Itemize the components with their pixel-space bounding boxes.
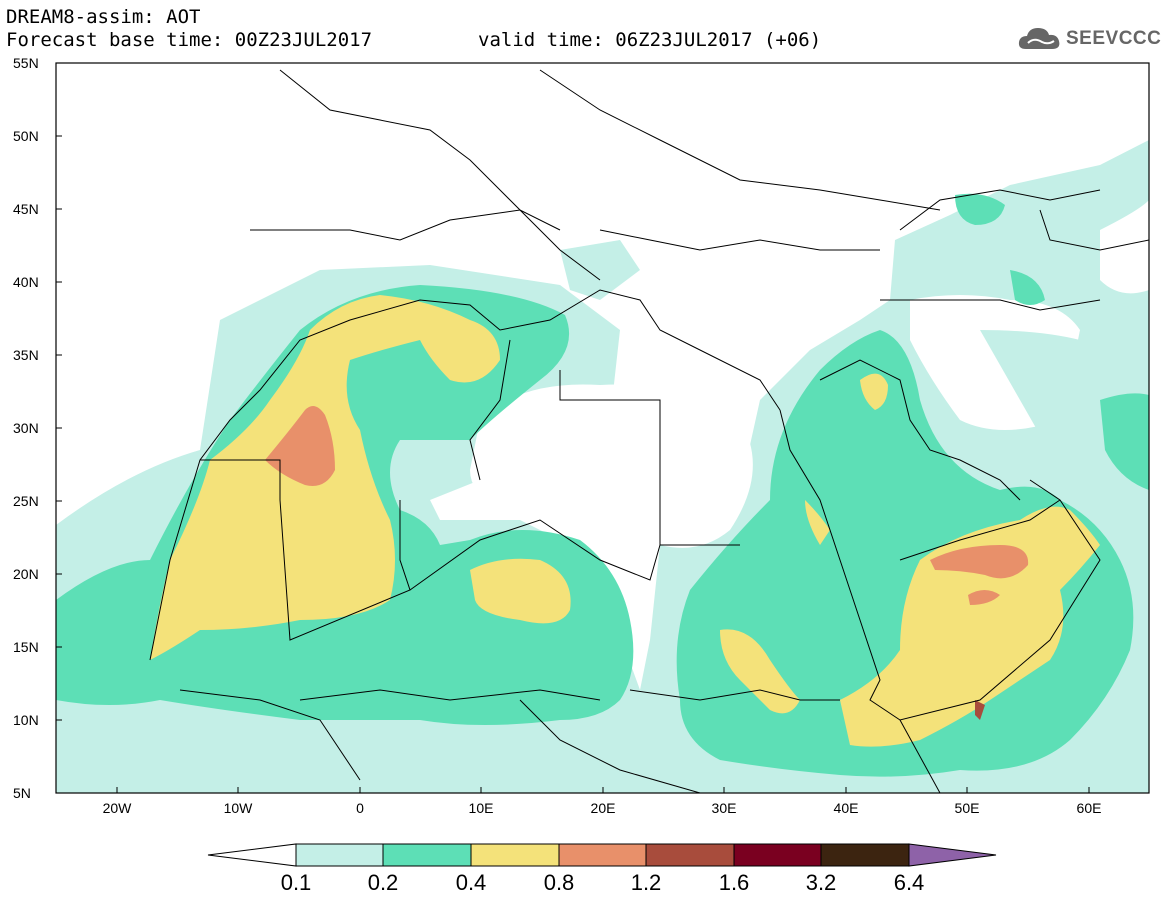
- colorbar: [207, 843, 997, 867]
- colorbar-bin-3: [470, 843, 560, 867]
- colorbar-bin-7: [820, 843, 910, 867]
- lon-label: 10W: [223, 800, 253, 816]
- lat-label: 5N: [13, 785, 31, 801]
- colorbar-bin-1: [295, 843, 384, 867]
- lon-label: 0: [356, 800, 364, 816]
- forecast-base-time: Forecast base time: 00Z23JUL2017: [6, 29, 373, 51]
- colorbar-label: 0.1: [280, 870, 312, 895]
- colorbar-bin-2: [382, 843, 472, 867]
- lon-label: 60E: [1076, 800, 1102, 816]
- logo-text: SEEVCCC: [1066, 28, 1162, 49]
- colorbar-label: 0.8: [543, 870, 575, 895]
- colorbar-label: 0.2: [367, 870, 399, 895]
- lat-label: 25N: [13, 493, 39, 509]
- lon-label: 20W: [102, 800, 132, 816]
- colorbar-under-arrow: [207, 843, 297, 867]
- lon-label: 10E: [468, 800, 494, 816]
- lat-label: 45N: [13, 201, 39, 217]
- lon-label: 20E: [590, 800, 616, 816]
- country-borders: [149, 69, 1149, 793]
- valid-time: valid time: 06Z23JUL2017 (+06): [478, 29, 822, 51]
- lat-label: 30N: [13, 420, 39, 436]
- lat-label: 10N: [13, 712, 39, 728]
- colorbar-label: 6.4: [893, 870, 925, 895]
- aot-layer-1.2: [975, 700, 985, 720]
- lat-label: 20N: [13, 566, 39, 582]
- axis-ticks: [56, 62, 1090, 793]
- lat-label: 15N: [13, 639, 39, 655]
- colorbar-label: 1.6: [718, 870, 750, 895]
- lat-label: 35N: [13, 347, 39, 363]
- colorbar-bin-6: [733, 843, 822, 867]
- lon-label: 50E: [954, 800, 980, 816]
- aot-field: [56, 63, 1149, 793]
- lon-label: 40E: [833, 800, 859, 816]
- lat-label: 50N: [13, 128, 39, 144]
- colorbar-over-arrow: [908, 843, 997, 867]
- colorbar-label: 0.4: [455, 870, 487, 895]
- cloud-icon: [1018, 28, 1060, 49]
- colorbar-bin-4: [558, 843, 647, 867]
- colorbar-bin-5: [645, 843, 735, 867]
- aot-layer-0.8: [265, 406, 1029, 605]
- seevccc-logo: SEEVCCC: [1016, 20, 1161, 56]
- map-title: DREAM8-assim: AOT: [6, 6, 201, 28]
- colorbar-label: 3.2: [805, 870, 837, 895]
- colorbar-label: 1.2: [630, 870, 662, 895]
- lat-label: 40N: [13, 274, 39, 290]
- lat-label: 55N: [13, 55, 39, 71]
- lon-label: 30E: [711, 800, 737, 816]
